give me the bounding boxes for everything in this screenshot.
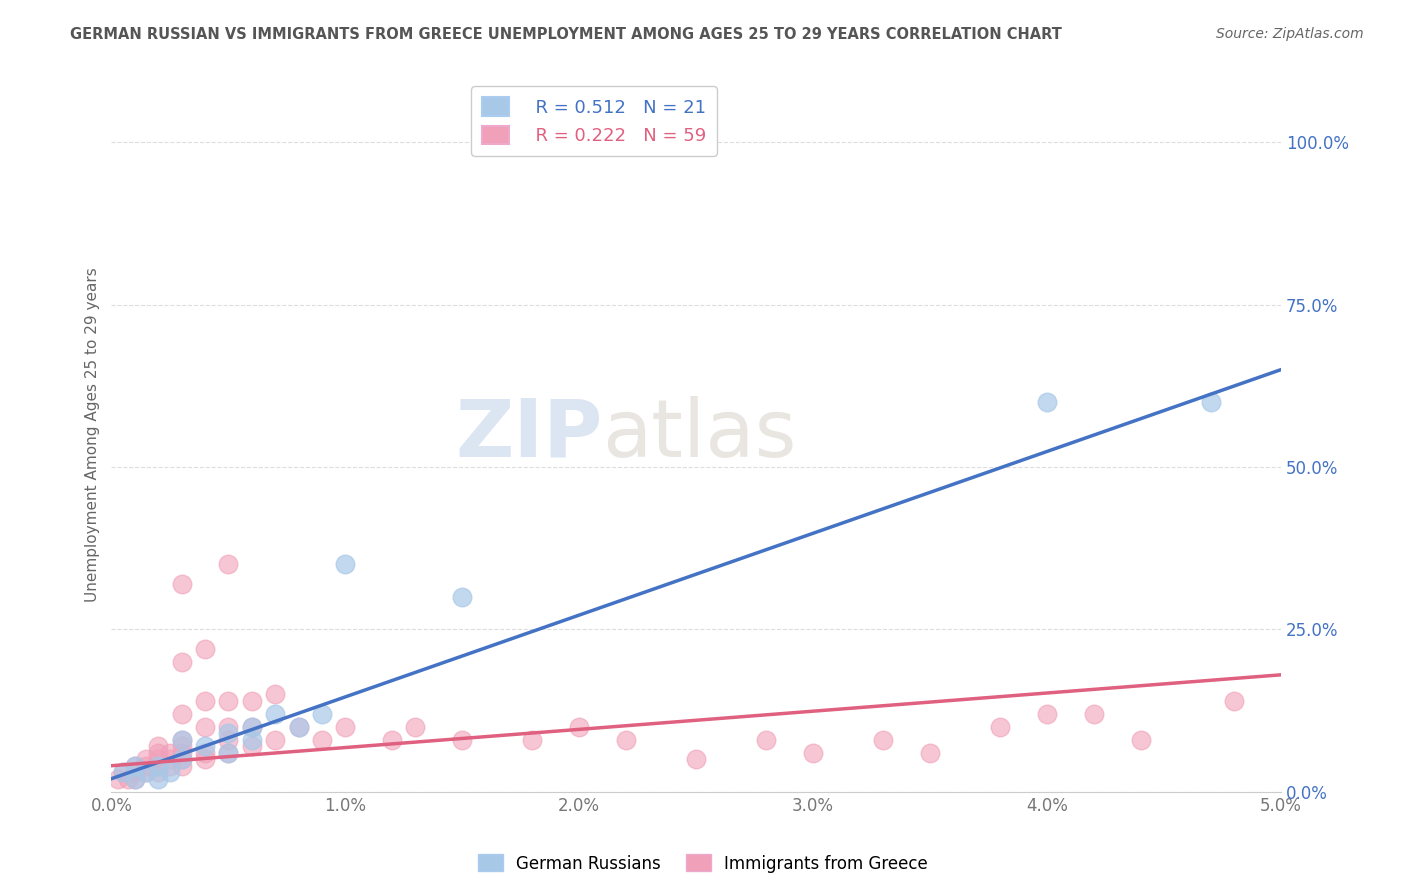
Point [1199,395,1222,409]
Point [170,739,193,754]
Point [170,752,193,766]
Point [217,732,239,747]
Point [1036,395,1059,409]
Point [194,694,217,708]
Text: atlas: atlas [603,395,797,474]
Point [194,641,217,656]
Text: GERMAN RUSSIAN VS IMMIGRANTS FROM GREECE UNEMPLOYMENT AMONG AGES 25 TO 29 YEARS : GERMAN RUSSIAN VS IMMIGRANTS FROM GREECE… [70,27,1062,42]
Point [801,746,824,760]
Point [405,720,427,734]
Point [148,765,170,780]
Point [135,765,157,780]
Point [194,720,217,734]
Point [124,758,146,772]
Point [159,752,181,766]
Point [148,772,170,786]
Point [194,746,217,760]
Point [264,687,287,701]
Legend: German Russians, Immigrants from Greece: German Russians, Immigrants from Greece [471,847,935,880]
Point [451,590,474,604]
Point [117,772,139,786]
Point [170,732,193,747]
Point [1083,706,1105,721]
Point [240,720,263,734]
Point [264,732,287,747]
Point [112,765,135,780]
Point [124,772,146,786]
Point [240,720,263,734]
Point [107,772,129,786]
Point [240,739,263,754]
Point [568,720,591,734]
Point [194,752,217,766]
Point [217,746,239,760]
Point [135,765,157,780]
Point [170,758,193,772]
Point [135,758,157,772]
Point [170,752,193,766]
Point [148,758,170,772]
Point [522,732,544,747]
Point [217,726,239,740]
Point [381,732,404,747]
Point [335,720,357,734]
Text: Source: ZipAtlas.com: Source: ZipAtlas.com [1216,27,1364,41]
Point [451,732,474,747]
Point [170,706,193,721]
Point [170,746,193,760]
Point [217,720,239,734]
Point [124,765,146,780]
Point [287,720,309,734]
Point [240,732,263,747]
Point [170,732,193,747]
Point [124,772,146,786]
Legend:   R = 0.512   N = 21,   R = 0.222   N = 59: R = 0.512 N = 21, R = 0.222 N = 59 [471,87,717,156]
Point [287,720,309,734]
Point [311,732,333,747]
Point [335,558,357,572]
Point [124,758,146,772]
Point [988,720,1011,734]
Text: ZIP: ZIP [456,395,603,474]
Point [920,746,942,760]
Point [217,694,239,708]
Point [217,558,239,572]
Point [1036,706,1059,721]
Point [148,752,170,766]
Point [148,739,170,754]
Point [240,694,263,708]
Y-axis label: Unemployment Among Ages 25 to 29 years: Unemployment Among Ages 25 to 29 years [86,268,100,602]
Point [1223,694,1246,708]
Point [148,746,170,760]
Point [135,752,157,766]
Point [159,765,181,780]
Point [264,706,287,721]
Point [685,752,707,766]
Point [1129,732,1152,747]
Point [194,739,217,754]
Point [872,732,894,747]
Point [217,746,239,760]
Point [755,732,778,747]
Point [159,746,181,760]
Point [159,758,181,772]
Point [170,655,193,669]
Point [148,758,170,772]
Point [311,706,333,721]
Point [112,765,135,780]
Point [614,732,637,747]
Point [170,577,193,591]
